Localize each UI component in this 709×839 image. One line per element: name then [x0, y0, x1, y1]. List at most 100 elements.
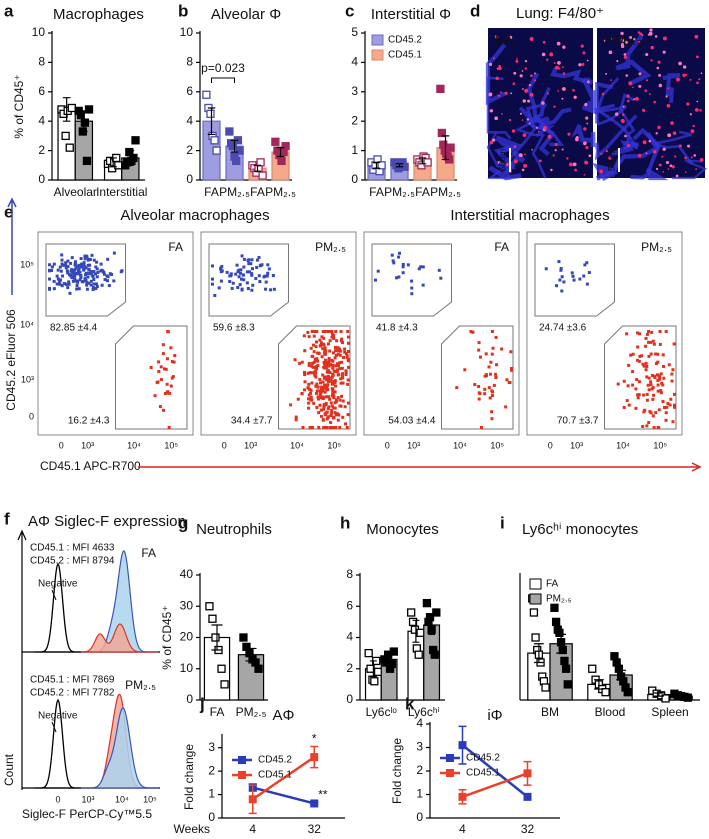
stain-dot [694, 34, 699, 39]
data-point [281, 142, 290, 151]
x-tick-label: 10⁵ [653, 440, 667, 450]
data-point [446, 143, 455, 152]
event-dot [616, 382, 620, 386]
error-bar [245, 647, 257, 662]
y-tick-label: 10⁴ [20, 319, 34, 329]
stain-dot [639, 32, 643, 36]
event-dot [647, 354, 651, 358]
event-dot [228, 274, 232, 278]
event-dot [48, 263, 51, 267]
negative-label: Negative [38, 579, 78, 590]
tissue-streak [526, 72, 556, 157]
event-dot [331, 390, 335, 394]
event-dot [652, 342, 656, 346]
error-bar [126, 150, 135, 166]
stain-dot [653, 100, 656, 104]
event-dot [647, 421, 651, 425]
event-dot [665, 405, 669, 409]
data-point [563, 680, 572, 689]
event-dot [487, 365, 491, 369]
panel-title: Lung: F4/80⁺ [516, 5, 604, 22]
event-dot [477, 341, 481, 345]
gate [115, 325, 188, 430]
event-dot [242, 278, 246, 282]
event-dot [504, 405, 508, 409]
event-dot [84, 271, 88, 275]
data-point [310, 799, 319, 808]
event-dot [257, 274, 261, 278]
event-dot [266, 263, 270, 267]
event-dot [631, 352, 635, 356]
event-dot [334, 364, 338, 368]
event-dot [342, 355, 346, 359]
stain-dot [692, 124, 695, 128]
event-dot [298, 361, 302, 365]
stain-dot [696, 81, 699, 85]
event-dot [347, 365, 350, 369]
stain-dot [652, 150, 657, 154]
event-dot [90, 253, 94, 257]
x-tick-label: Blood [595, 705, 626, 719]
event-dot [572, 278, 576, 282]
plot-name: PM₂.₅ [315, 240, 346, 254]
stain-dot [509, 35, 513, 39]
y-tick-label: 4 [351, 55, 358, 69]
event-dot [303, 380, 307, 384]
stain-dot [584, 103, 588, 107]
event-dot [169, 346, 173, 350]
x-tick-label: PM₂.₅ [430, 185, 461, 199]
stain-dot [645, 152, 648, 155]
event-dot [508, 381, 512, 385]
event-dot [332, 415, 336, 419]
event-dot [335, 370, 339, 374]
y-tick-label: 1 [208, 787, 215, 801]
y-tick-label: 0 [186, 692, 193, 706]
y-axis-label: Fold change [182, 744, 196, 810]
event-dot [421, 265, 425, 269]
data-point [414, 650, 423, 659]
gate-label: 34.4 ±7.7 [231, 416, 273, 427]
y-tick-label: 0 [38, 172, 45, 186]
event-dot [322, 403, 326, 407]
stain-dot [662, 170, 665, 173]
event-dot [490, 410, 494, 414]
event-dot [312, 350, 316, 354]
event-dot [159, 378, 163, 382]
event-dot [230, 286, 234, 290]
stain-dot [661, 155, 664, 158]
stain-dot [689, 78, 692, 81]
event-dot [66, 286, 70, 290]
event-dot [245, 281, 249, 285]
stain-dot [670, 121, 674, 125]
event-dot [500, 347, 504, 351]
panel-label: g [178, 513, 188, 532]
event-dot [329, 378, 333, 382]
stain-dot [588, 80, 591, 83]
data-point [529, 608, 539, 617]
event-dot [483, 387, 487, 391]
x-tick-label: FA [369, 185, 384, 199]
event-dot [250, 273, 254, 277]
event-dot [84, 266, 88, 270]
event-dot [316, 385, 320, 389]
event-dot [656, 379, 660, 383]
event-dot [318, 338, 322, 342]
event-dot [333, 345, 337, 349]
event-dot [155, 381, 159, 385]
stain-dot [501, 112, 503, 115]
stain-dot [695, 168, 698, 171]
event-dot [165, 357, 169, 361]
event-dot [391, 259, 395, 263]
event-dot [58, 265, 62, 269]
stain-dot [555, 65, 559, 70]
event-dot [307, 406, 311, 410]
error-bar [594, 679, 604, 690]
event-dot [314, 375, 318, 379]
chart-title: Alveolar Φ [211, 6, 281, 23]
event-dot [344, 370, 348, 374]
event-dot [320, 335, 324, 339]
event-dot [494, 335, 498, 339]
y-tick-label: 8 [186, 55, 193, 69]
event-dot [301, 426, 305, 429]
event-dot [640, 354, 644, 358]
